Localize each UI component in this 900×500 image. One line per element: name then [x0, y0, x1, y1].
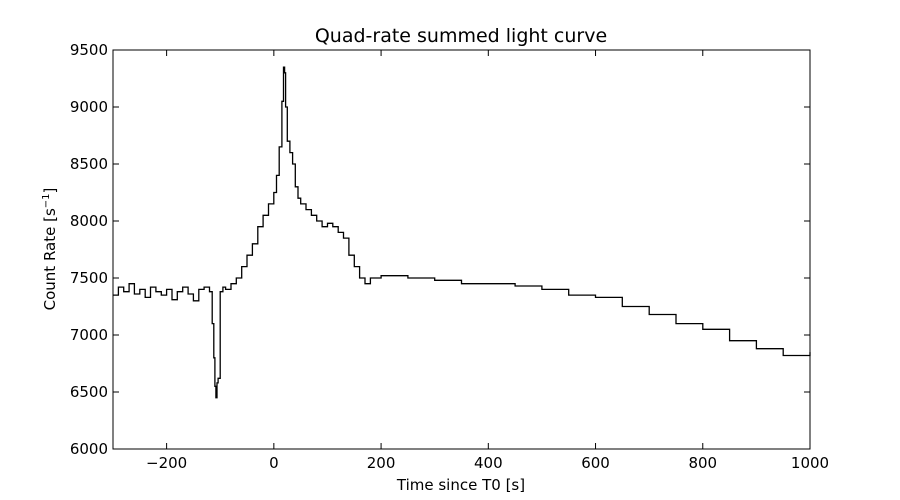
y-tick-label: 8000	[70, 212, 108, 230]
x-tick-label: 400	[474, 454, 503, 472]
y-axis: 6000 6500 7000 7500 8000 8500 9000 9500	[70, 41, 810, 458]
x-tick-label: 600	[581, 454, 610, 472]
chart-title: Quad-rate summed light curve	[315, 25, 607, 47]
y-axis-label: Count Rate [s−1]	[41, 188, 59, 311]
x-tick-label: 1000	[791, 454, 829, 472]
y-tick-label: 7000	[70, 326, 108, 344]
x-tick-label: 800	[688, 454, 717, 472]
y-axis-label-main: Count Rate [s	[41, 208, 59, 310]
x-tick-label: 200	[367, 454, 396, 472]
x-axis-label: Time since T0 [s]	[396, 476, 525, 494]
y-tick-label: 8500	[70, 155, 108, 173]
x-axis: −200 0 200 400 600 800 1000	[146, 50, 829, 472]
y-tick-label: 6500	[70, 383, 108, 401]
plot-area	[113, 66, 811, 399]
y-axis-label-end: ]	[41, 188, 59, 194]
y-tick-label: 9000	[70, 98, 108, 116]
plot-frame	[112, 49, 811, 450]
x-tick-label: 0	[269, 454, 279, 472]
y-tick-label: 7500	[70, 269, 108, 287]
x-tick-label: −200	[146, 454, 187, 472]
y-axis-label-exponent: −1	[41, 193, 52, 208]
y-tick-label: 6000	[70, 440, 108, 458]
y-tick-label: 9500	[70, 41, 108, 59]
light-curve-series-0	[113, 66, 811, 399]
